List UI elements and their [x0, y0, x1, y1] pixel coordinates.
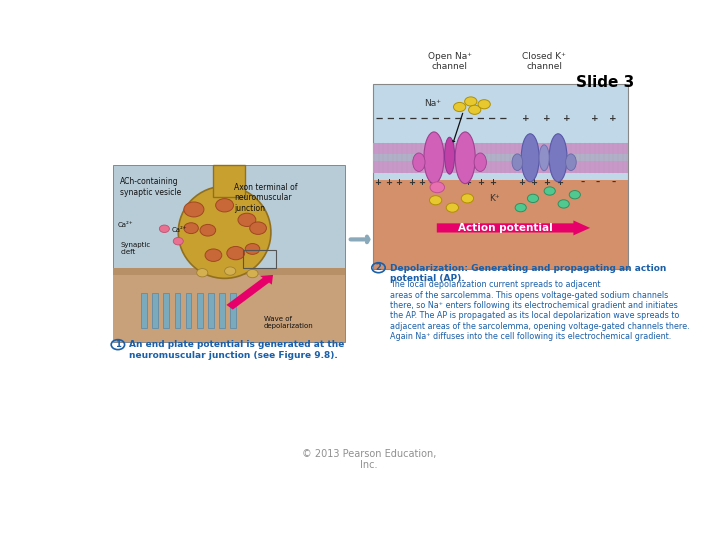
Text: +: + — [609, 113, 617, 123]
Ellipse shape — [455, 132, 475, 184]
Text: Depolarization: Generating and propagating an action
potential (AP).: Depolarization: Generating and propagati… — [390, 264, 666, 283]
Text: © 2013 Pearson Education,
Inc.: © 2013 Pearson Education, Inc. — [302, 449, 436, 470]
Ellipse shape — [539, 145, 549, 171]
Text: Closed K⁺
channel: Closed K⁺ channel — [522, 52, 566, 71]
Text: ACh-containing
synaptic vesicle: ACh-containing synaptic vesicle — [120, 178, 181, 197]
Circle shape — [227, 246, 245, 260]
Text: +: + — [477, 178, 484, 187]
Ellipse shape — [521, 134, 539, 182]
Circle shape — [225, 267, 235, 275]
Text: K⁺: K⁺ — [489, 194, 500, 203]
Circle shape — [205, 249, 222, 261]
Text: +: + — [374, 178, 382, 187]
Circle shape — [570, 191, 580, 199]
Circle shape — [216, 199, 233, 212]
Text: +: + — [418, 178, 425, 187]
Circle shape — [464, 97, 477, 106]
Ellipse shape — [566, 154, 576, 171]
Text: –: – — [611, 178, 616, 187]
Circle shape — [430, 182, 444, 193]
Text: An end plate potential is generated at the
neuromuscular junction (see Figure 9.: An end plate potential is generated at t… — [129, 341, 344, 360]
Circle shape — [184, 202, 204, 217]
Text: Open Na⁺
channel: Open Na⁺ channel — [428, 52, 472, 71]
Ellipse shape — [444, 137, 454, 174]
Text: +: + — [591, 113, 599, 123]
Text: +: + — [518, 178, 525, 187]
FancyBboxPatch shape — [373, 161, 629, 173]
FancyBboxPatch shape — [219, 293, 225, 328]
Circle shape — [200, 225, 216, 236]
Circle shape — [159, 225, 169, 233]
FancyBboxPatch shape — [373, 84, 629, 180]
Text: Wave of
depolarization: Wave of depolarization — [264, 315, 314, 328]
Text: The local depolarization current spreads to adjacent
areas of the sarcolemma. Th: The local depolarization current spreads… — [390, 280, 689, 341]
Circle shape — [469, 105, 481, 114]
Circle shape — [238, 213, 256, 226]
FancyBboxPatch shape — [230, 293, 236, 328]
FancyBboxPatch shape — [373, 180, 629, 268]
FancyBboxPatch shape — [174, 293, 180, 328]
Text: Slide 3: Slide 3 — [576, 75, 634, 90]
FancyBboxPatch shape — [373, 143, 629, 154]
Text: +: + — [408, 178, 415, 187]
Circle shape — [544, 187, 555, 195]
Circle shape — [250, 222, 266, 234]
Circle shape — [462, 194, 474, 203]
Ellipse shape — [179, 186, 271, 279]
Text: +: + — [563, 113, 571, 123]
FancyBboxPatch shape — [153, 293, 158, 328]
Text: +: + — [543, 178, 550, 187]
Circle shape — [446, 203, 459, 212]
Circle shape — [184, 223, 199, 234]
Text: +: + — [395, 178, 402, 187]
FancyBboxPatch shape — [208, 293, 214, 328]
Circle shape — [197, 268, 208, 277]
FancyBboxPatch shape — [114, 268, 345, 275]
Text: +: + — [464, 178, 471, 187]
Text: Axon terminal of
neuromuscular
junction: Axon terminal of neuromuscular junction — [234, 183, 297, 213]
FancyBboxPatch shape — [141, 293, 147, 328]
Text: –: – — [580, 178, 585, 187]
Circle shape — [558, 200, 570, 208]
Circle shape — [527, 194, 539, 202]
Text: Action potential: Action potential — [459, 223, 553, 233]
FancyArrow shape — [437, 220, 590, 235]
FancyArrow shape — [227, 275, 273, 309]
FancyBboxPatch shape — [114, 165, 345, 342]
Circle shape — [247, 269, 258, 278]
FancyBboxPatch shape — [213, 165, 246, 197]
Ellipse shape — [413, 153, 425, 171]
Text: +: + — [428, 178, 435, 187]
Circle shape — [430, 195, 442, 205]
Text: Na⁺: Na⁺ — [424, 99, 441, 108]
Circle shape — [515, 204, 526, 212]
Text: Synaptic
cleft: Synaptic cleft — [120, 241, 150, 254]
Text: +: + — [531, 178, 537, 187]
Text: 2: 2 — [376, 263, 382, 272]
Ellipse shape — [549, 134, 567, 182]
FancyBboxPatch shape — [114, 268, 345, 342]
Circle shape — [454, 103, 466, 112]
Text: Ca²⁺: Ca²⁺ — [171, 227, 187, 233]
Ellipse shape — [424, 132, 444, 184]
Ellipse shape — [474, 153, 487, 171]
FancyBboxPatch shape — [197, 293, 202, 328]
FancyBboxPatch shape — [186, 293, 192, 328]
Circle shape — [478, 100, 490, 109]
Text: +: + — [556, 178, 563, 187]
Ellipse shape — [512, 154, 523, 171]
Text: +: + — [523, 113, 530, 123]
FancyBboxPatch shape — [373, 154, 629, 161]
Text: –: – — [595, 178, 600, 187]
Text: +: + — [490, 178, 497, 187]
Text: 1: 1 — [115, 340, 121, 349]
Text: Ca²⁺: Ca²⁺ — [118, 222, 134, 228]
Circle shape — [174, 238, 184, 245]
Circle shape — [246, 244, 260, 254]
FancyBboxPatch shape — [163, 293, 169, 328]
Text: +: + — [384, 178, 392, 187]
Text: +: + — [543, 113, 551, 123]
